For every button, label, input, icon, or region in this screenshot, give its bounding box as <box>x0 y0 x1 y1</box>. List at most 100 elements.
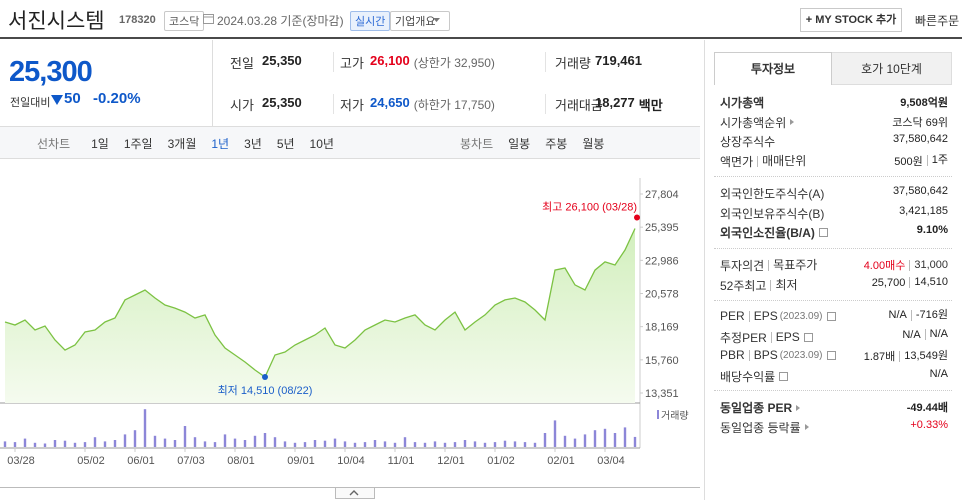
info-label: 동일업종 PER <box>720 399 801 416</box>
volume-bar <box>203 441 207 447</box>
stat-separator <box>545 94 546 114</box>
x-tick-label: 09/01 <box>287 455 315 467</box>
y-tick-label: 27,804 <box>645 189 679 201</box>
volume-legend-icon <box>657 410 659 419</box>
info-value: 500원 1주 <box>894 153 948 169</box>
volume-bar <box>433 441 437 447</box>
info-label: 액면가 매매단위 <box>720 153 806 170</box>
volume-bar <box>13 442 17 447</box>
period-bar <box>0 126 700 159</box>
value-part: 1주 <box>926 155 948 166</box>
value-part: +0.33% <box>910 418 948 431</box>
price-line <box>4 228 636 378</box>
help-icon <box>826 350 836 360</box>
info-label: 추정PER EPS <box>720 329 813 346</box>
volume-bar <box>263 433 267 447</box>
value-part: 13,549원 <box>899 350 948 362</box>
y-tick-label: 22,986 <box>645 255 679 267</box>
info-label: PER EPS (2023.09) <box>720 309 836 323</box>
x-tick-label: 08/01 <box>227 455 255 467</box>
period-tab[interactable]: 3개월 <box>167 137 197 151</box>
label-part: PER <box>720 309 745 323</box>
period-tab[interactable]: 3년 <box>244 137 262 151</box>
volume-bar <box>123 434 127 447</box>
volume-bar <box>273 437 277 447</box>
volume-bar <box>333 438 337 447</box>
volume-bar <box>53 440 57 447</box>
info-value: N/A <box>930 368 948 380</box>
info-label: 상장주식수 <box>720 133 775 150</box>
y-tick-label: 13,351 <box>645 388 679 400</box>
info-value: 37,580,642 <box>893 185 948 197</box>
line-chart-label: 선차트 <box>37 137 71 151</box>
volume-bar <box>323 440 327 447</box>
realtime-badge[interactable]: 실시간 <box>350 11 391 31</box>
info-value: 코스닥 69위 <box>892 114 948 130</box>
value-part: 1.87배 <box>863 351 896 363</box>
value-part: 3,421,185 <box>899 204 948 217</box>
x-tick-label: 11/01 <box>388 455 415 467</box>
volume-bar <box>533 442 537 447</box>
stat-label: 시가 <box>230 98 254 113</box>
value-part: 37,580,642 <box>892 185 948 197</box>
volume-bar <box>43 443 47 447</box>
info-tab[interactable]: 호가 10단계 <box>832 52 952 85</box>
value-part: 9,508억원 <box>900 97 948 109</box>
stock-name: 서진시스템 <box>8 10 105 33</box>
volume-bar <box>233 438 237 447</box>
period-tab[interactable]: 5년 <box>276 137 295 151</box>
volume-bar <box>583 434 587 447</box>
volume-bar <box>103 441 107 447</box>
y-tick-label: 20,578 <box>645 288 679 300</box>
section-divider <box>714 176 952 177</box>
period-tab[interactable]: 10년 <box>309 137 334 151</box>
arrow-icon <box>790 119 795 125</box>
candle-tab[interactable]: 주봉 <box>545 137 568 151</box>
value-part: 25,700 <box>871 276 906 289</box>
info-panel <box>704 40 968 500</box>
value-part: 14,510 <box>909 277 948 288</box>
my-stock-button[interactable]: + MY STOCK 추가 <box>800 8 902 32</box>
volume-bar <box>213 442 217 447</box>
volume-bar <box>223 434 227 447</box>
candle-tab[interactable]: 일봉 <box>508 137 531 151</box>
volume-bar <box>303 442 307 447</box>
period-tab[interactable]: 1일 <box>91 137 109 151</box>
help-icon <box>818 228 828 237</box>
help-icon <box>803 332 813 342</box>
volume-bar <box>403 437 407 447</box>
y-tick-label: 25,395 <box>645 222 679 234</box>
volume-bar <box>363 442 367 447</box>
volume-bar <box>463 440 467 447</box>
x-tick-label: 02/01 <box>547 455 575 467</box>
volume-bar <box>193 437 197 447</box>
value-part: 500원 <box>894 155 923 168</box>
current-price: 25,300 <box>9 56 93 88</box>
volume-bar <box>243 440 247 447</box>
company-overview-button[interactable]: 기업개요 <box>390 11 451 31</box>
volume-legend: 거래량 <box>661 410 689 422</box>
volume-bar <box>503 440 507 447</box>
volume-bar <box>453 442 457 447</box>
change-rate: -0.20% <box>93 90 141 107</box>
stat-note: (상한가 32,950) <box>413 56 495 70</box>
period-tab[interactable]: 1년 <box>211 137 230 151</box>
volume-bar <box>383 441 387 447</box>
quick-order-button[interactable]: 빠른주문 <box>915 14 960 28</box>
annotation-label: 최저 14,510 (08/22) <box>218 384 313 397</box>
value-part: 4.00매수 <box>863 260 906 272</box>
value-part: N/A <box>902 328 921 341</box>
stat-unit: 백만 <box>638 98 663 113</box>
change-label: 전일대비 <box>10 97 51 109</box>
volume-bar <box>443 442 447 447</box>
info-tab[interactable]: 투자정보 <box>714 52 832 85</box>
value-part: N/A <box>888 309 907 321</box>
period-tab[interactable]: 1주일 <box>123 137 153 151</box>
candle-tab[interactable]: 월봉 <box>582 137 605 151</box>
volume-bar <box>523 442 527 447</box>
volume-bar <box>483 442 487 447</box>
label-part: 투자의견 <box>720 259 765 273</box>
collapse-button[interactable] <box>335 488 375 499</box>
label-part: EPS <box>748 310 778 322</box>
